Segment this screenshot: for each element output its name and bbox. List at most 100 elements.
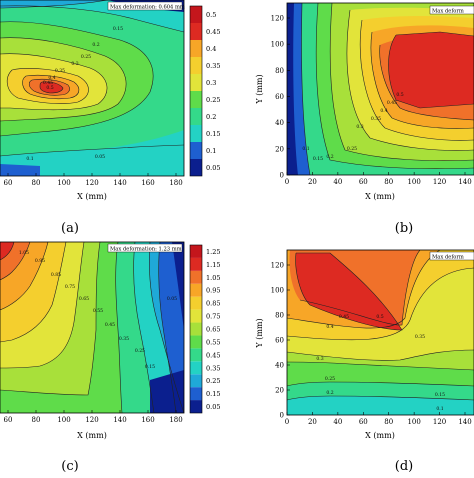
panel-d-contour-label: 0.25 (325, 376, 335, 382)
panel-d-y-ticks: 0 20 40 60 80 100 120 (271, 262, 290, 420)
panel-a-colorbar-tick-label: 0.5 (206, 11, 216, 19)
panel-c-x-tick-label: 180 (169, 416, 182, 424)
panel-c-contour-label: 0.25 (135, 348, 145, 354)
panel-c-colorbar-color-band (190, 270, 202, 284)
panel-c-colorbar-tick-label: 0.85 (206, 300, 220, 308)
panel-b-x-tick-label: 20 (308, 178, 317, 186)
panel-a-colorbar-tick-label: 0.1 (206, 147, 216, 155)
panel-a-colorbar-tick-label: 0.25 (206, 96, 220, 104)
panel-a-colorbar-tick-label: 0.2 (206, 113, 216, 121)
panel-c-contour-label: 0.05 (167, 296, 177, 302)
panel-c-colorbar-color-band (190, 374, 202, 388)
panel-d-contour-label: 0.45 (339, 314, 349, 320)
panel-a-colorbar-tick-label: 0.05 (206, 164, 220, 172)
panel-d-x-tick-label: 120 (433, 418, 446, 426)
panel-c-x-tick-label: 160 (141, 416, 154, 424)
panel-c-contour-label: 0.15 (145, 364, 155, 370)
panel-c-colorbar-color-band (190, 309, 202, 323)
panel-c-colorbar-color-band (190, 361, 202, 375)
panel-b-x-tick-label: 80 (384, 178, 393, 186)
panel-c-contour-label: 0.85 (51, 272, 61, 278)
panel-b-contour-label: 0.45 (387, 100, 397, 106)
panel-b-contour-field (287, 3, 474, 175)
panel-c-contour-labels: 1.05 0.95 0.85 0.75 0.65 0.55 0.45 0.35 0.25 0.15… (19, 250, 177, 370)
panel-d-y-tick-label: 0 (280, 412, 284, 420)
panel-d-y-tick-label: 40 (275, 362, 284, 370)
panel-d-contour-label: 0.5 (376, 314, 383, 320)
panel-c-contour-label: 1.05 (19, 250, 29, 256)
panel-a-x-tick-label: 140 (113, 179, 126, 187)
panel-c-annotation-box (107, 243, 183, 253)
panel-c-colorbar-tick-label: 1.15 (206, 261, 220, 269)
panel-c-colorbar-tick-label: 1.05 (206, 274, 220, 282)
panel-b-y-tick-label: 60 (275, 93, 284, 101)
panel-d-x-label: X (mm) (365, 431, 395, 440)
panel-c-colorbar-tick-label: 0.35 (206, 364, 220, 372)
panel-a-colorbar-tick-label: 0.4 (206, 45, 216, 53)
panel-d-y-label: Y (mm) (255, 318, 264, 348)
panel-a-colorbar-color-band (190, 108, 202, 125)
panel-a-contour-field (0, 0, 184, 176)
panel-c-x-tick-label: 140 (113, 416, 126, 424)
panel-b-y-label: Y (mm) (255, 74, 264, 104)
panel-a-colorbar-color-band (190, 40, 202, 57)
panel-a-x-tick-label: 160 (141, 179, 154, 187)
panel-c-contour-label: 0.35 (119, 336, 129, 342)
panel-d-x-tick-label: 80 (384, 418, 393, 426)
panel-d-x-tick-label: 140 (458, 418, 471, 426)
panel-c-colorbar-color-band (190, 387, 202, 401)
panel-c-colorbar-tick-label: 1.25 (206, 248, 220, 256)
panel-d-y-tick-label: 60 (275, 337, 284, 345)
panel-c-colorbar-tick-label: 0.05 (206, 403, 220, 411)
panel-c-colorbar-tick-label: 0.45 (206, 351, 220, 359)
panel-c-colorbar-tick-label: 0.65 (206, 326, 220, 334)
panel-a-colorbar-tick-label: 0.35 (206, 62, 220, 70)
panel-d-contour-label: 0.15 (435, 392, 445, 398)
panel-d-contour-label: 0.1 (436, 406, 443, 412)
panel-c-colorbar-tick-label: 0.75 (206, 313, 220, 321)
panel-d: Max deform 0.50.450.40.350.30.250.2 0.150… (255, 249, 474, 474)
panel-a-contour-labels: 0.15 0.20.250.3 0.350.40.450.5 0.05 0.1 (26, 26, 123, 162)
panel-c: Max deformation: 1.23 mm 1.05 0.95 0.85 0.7… (0, 241, 220, 474)
panel-a-x-tick-label: 120 (85, 179, 98, 187)
panel-a: Max deformation: 0.604 mm 0.150.20.250.3… (0, 0, 220, 236)
panel-a-contour-label: 0.45 (43, 80, 53, 86)
panel-c-contour-label: 0.55 (93, 308, 103, 314)
panel-b-contour-label: 0.15 (313, 156, 323, 162)
panel-a-colorbar-color-band (190, 74, 202, 91)
panel-a-x-tick-label: 80 (32, 179, 41, 187)
panel-a-contour-label: 0.1 (26, 156, 33, 162)
panel-c-colorbar-tick-label: 0.95 (206, 287, 220, 295)
panel-a-colorbar-color-band (190, 57, 202, 74)
panel-c-annotation: Max deformation: 1.23 mm (110, 247, 182, 253)
panel-c-x-ticks: 60 80 100 120 140 160 180 (4, 410, 183, 424)
panel-a-colorbar-tick-label: 0.45 (206, 28, 220, 36)
panel-d-x-tick-label: 40 (333, 418, 342, 426)
panel-b-x-tick-label: 60 (359, 178, 368, 186)
panel-d-x-tick-label: 100 (407, 418, 420, 426)
panel-d-contour-label: 0.2 (326, 390, 333, 396)
panel-d-annotation-box (429, 251, 474, 261)
caption-b: (b) (395, 221, 413, 236)
panel-d-contour-field (287, 250, 474, 415)
panel-c-contour-field (0, 242, 184, 413)
panel-b-contour-label: 0.3 (356, 124, 363, 130)
panel-c-colorbar-color-band (190, 296, 202, 310)
panel-d-contour-label: 0.4 (326, 324, 333, 330)
panel-a-contour-label: 0.25 (81, 54, 91, 60)
panel-b-y-tick-label: 0 (280, 172, 284, 180)
panel-b-y-tick-label: 100 (271, 41, 284, 49)
panel-a-x-tick-label: 180 (169, 179, 182, 187)
panel-b-contour-labels: 0.3 0.35 0.40.45 0.5 0.25 0.20.15 0.1 (302, 92, 403, 162)
panel-b-x-tick-label: 0 (285, 178, 289, 186)
panel-b-contour-label: 0.1 (302, 146, 309, 152)
panel-b-annotation-box (429, 5, 474, 15)
panel-b-y-tick-label: 40 (275, 119, 284, 127)
panel-b-y-tick-label: 20 (275, 145, 284, 153)
panel-b-y-ticks: 0 20 40 60 80 100 120 (271, 15, 290, 180)
panel-b-contour-label: 0.2 (326, 154, 333, 160)
panel-c-x-tick-label: 60 (4, 416, 13, 424)
panel-c-colorbar-frame (189, 244, 203, 414)
panel-a-colorbar-color-band (190, 125, 202, 142)
